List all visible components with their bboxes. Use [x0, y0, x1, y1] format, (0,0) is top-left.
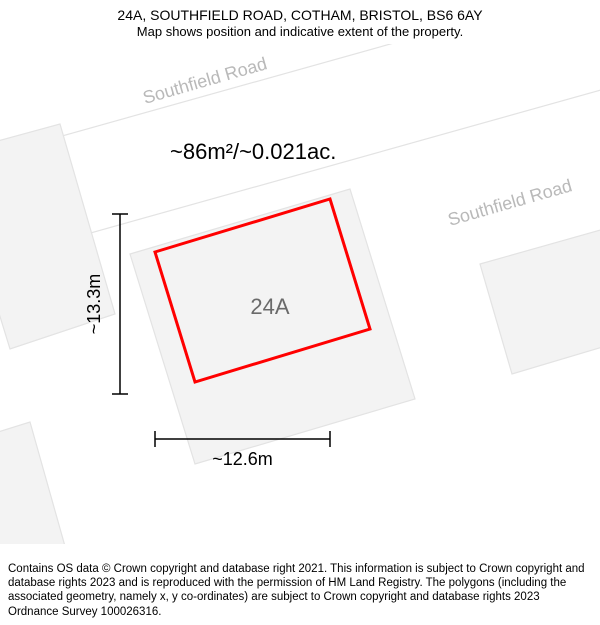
header: 24A, SOUTHFIELD ROAD, COTHAM, BRISTOL, B…: [0, 0, 600, 41]
svg-text:~12.6m: ~12.6m: [212, 449, 273, 469]
area-label: ~86m²/~0.021ac.: [170, 139, 336, 164]
page-title: 24A, SOUTHFIELD ROAD, COTHAM, BRISTOL, B…: [0, 6, 600, 24]
svg-text:~13.3m: ~13.3m: [84, 274, 104, 335]
copyright-footer: Contains OS data © Crown copyright and d…: [8, 562, 592, 620]
page-subtitle: Map shows position and indicative extent…: [0, 24, 600, 41]
map-canvas: Southfield RoadSouthfield Road24A~86m²/~…: [0, 44, 600, 544]
plot-label: 24A: [250, 294, 289, 319]
